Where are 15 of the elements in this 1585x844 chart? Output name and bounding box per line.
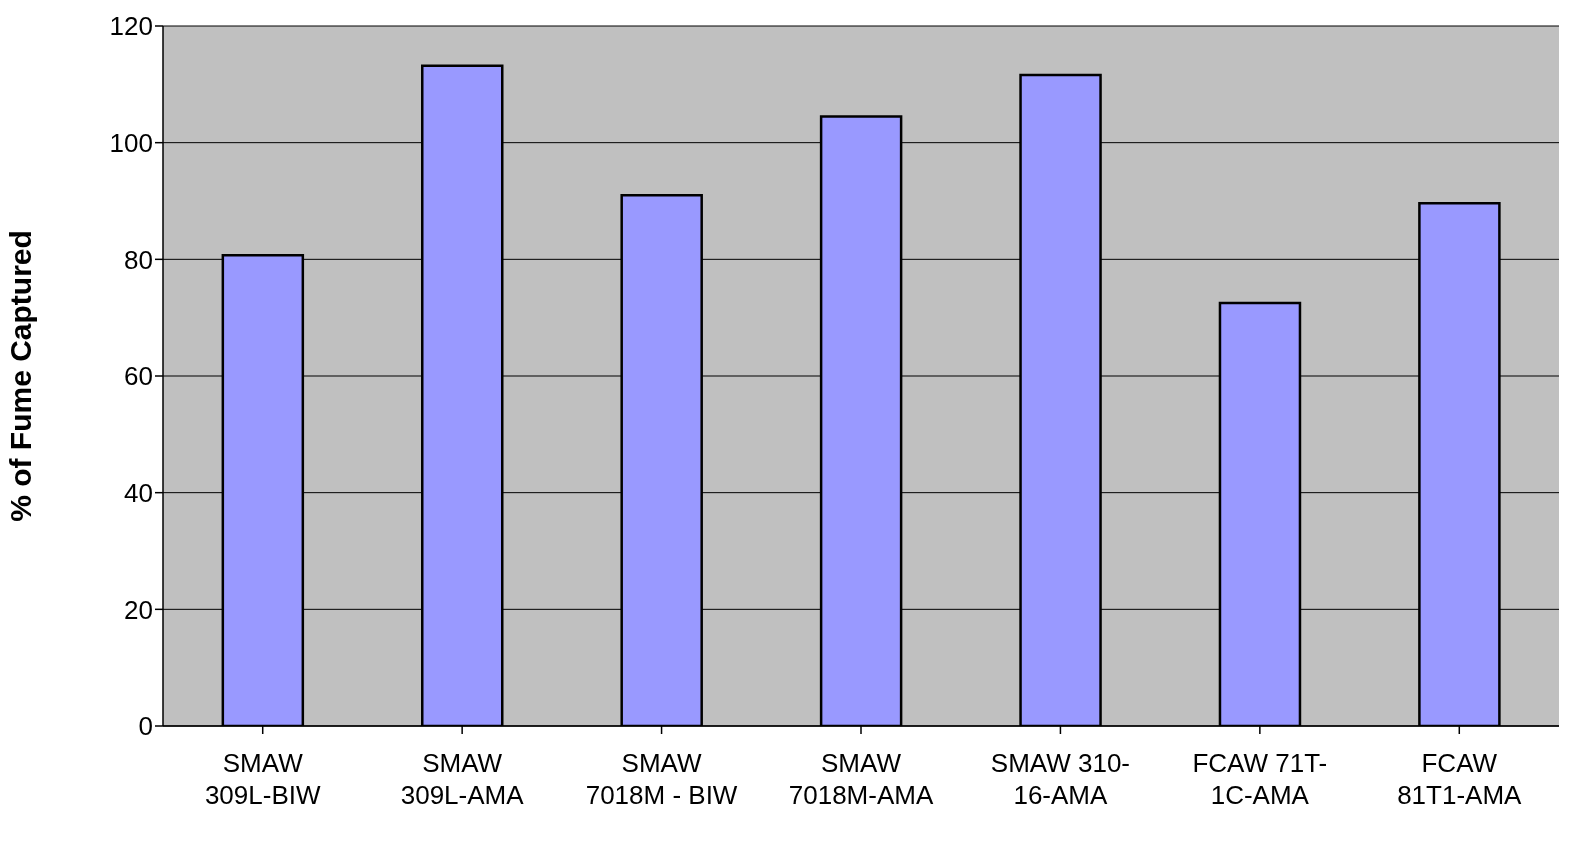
x-tick-label: SMAW 309L-BIW: [204, 748, 321, 810]
y-axis-title: % of Fume Captured: [3, 230, 37, 522]
y-tick-label: 60: [124, 361, 153, 392]
x-tick-label: SMAW 309L-AMA: [400, 748, 525, 810]
x-tick-label: SMAW 7018M - BIW: [585, 748, 738, 810]
x-tick-label: SMAW 7018M-AMA: [788, 748, 934, 810]
y-tick-label: 120: [109, 11, 153, 42]
x-tick-label: SMAW 310-16-AMA: [990, 748, 1131, 810]
y-tick-label: 40: [124, 477, 153, 508]
x-tick-label: FCAW 81T1-AMA: [1397, 748, 1523, 810]
y-tick-label: 100: [109, 127, 153, 158]
y-tick-label: 20: [124, 594, 153, 625]
y-tick-label: 0: [138, 711, 153, 742]
x-tick-label: FCAW 71T-1C-AMA: [1192, 748, 1328, 810]
y-tick-label: 80: [124, 244, 153, 275]
